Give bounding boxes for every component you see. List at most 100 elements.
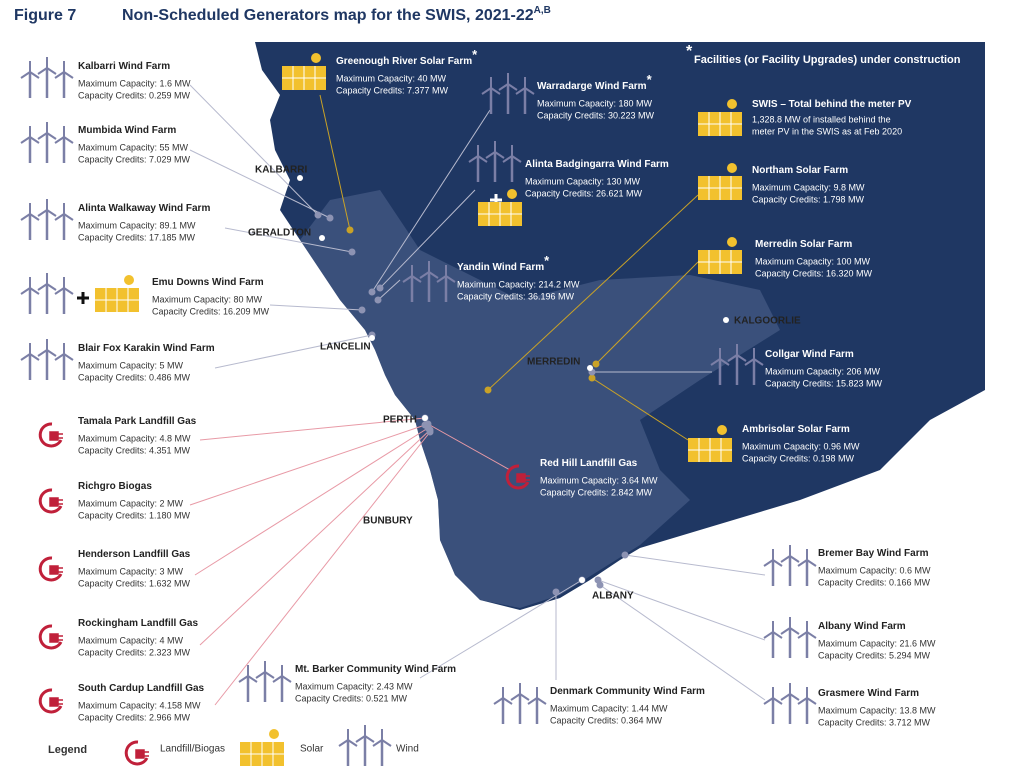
facility-name: Grasmere Wind Farm [818,688,919,699]
turbine-blade [37,209,48,217]
facility-detail: Capacity Credits: 17.185 MW [78,232,196,242]
turbine-blade [797,631,808,639]
landfill-icon [38,488,63,514]
leader-line [319,94,351,231]
facility-detail: Maximum Capacity: 130 MW [525,176,641,186]
turbine-blade [54,287,65,295]
town-label: LANCELIN [320,342,371,353]
sun [727,163,737,173]
turbine-blade [338,739,349,747]
facility-detail: Capacity Credits: 5.294 MW [818,650,931,660]
facility-name-text: Mt. Barker Community Wind Farm [295,664,456,675]
turbine-blade [364,735,375,743]
landfill-plug [49,431,63,441]
turbine-blade [372,739,383,747]
facility-name: SWIS – Total behind the meter PV [752,99,912,110]
facility-detail: Capacity Credits: 1.180 MW [78,510,191,520]
facility-detail: 1,328.8 MW of installed behind the [752,114,891,124]
facility-name-text: Emu Downs Wind Farm [152,277,264,288]
turbine-blade [744,358,755,366]
turbine-blade [264,671,275,679]
site-dot [348,248,356,256]
leader-line [194,427,429,576]
site-dot [368,288,376,296]
facility-detail: Maximum Capacity: 55 MW [78,142,189,152]
turbine-blade [780,555,791,563]
sun [311,53,321,63]
turbine-blade [780,693,791,701]
facility-detail: Maximum Capacity: 206 MW [765,366,881,376]
facility-detail: Capacity Credits: 0.166 MW [818,577,931,587]
note-text: Facilities (or Facility Upgrades) under … [694,54,961,66]
facility-name-text: South Cardup Landfill Gas [78,683,205,694]
leader-line [224,227,353,253]
facility-name-text: Denmark Community Wind Farm [550,686,705,697]
turbine-blade [527,697,538,705]
turbine-blade [238,675,249,683]
facility-detail: Capacity Credits: 26.621 MW [525,188,643,198]
facility-detail: Maximum Capacity: 4.158 MW [78,700,201,710]
leader-line [371,109,491,293]
turbine-blade [468,155,479,163]
facility-detail: Maximum Capacity: 1.44 MW [550,703,668,713]
facility-name-text: Kalbarri Wind Farm [78,61,170,72]
wind-icon [20,57,74,98]
site-dot [594,576,602,584]
site-dot [314,211,322,219]
wind-icon [238,661,292,702]
facility-name: Merredin Solar Farm [755,239,852,250]
turbine-blade [29,353,40,361]
wind-icon [20,122,74,163]
facility-detail: Maximum Capacity: 21.6 MW [818,638,936,648]
facility-name-text: Alinta Walkaway Wind Farm [78,203,210,214]
facility-detail: Maximum Capacity: 4.8 MW [78,433,191,443]
turbine-blade [63,136,74,144]
land [255,42,985,610]
turbine-blade [445,275,456,283]
turbine-blade [46,349,57,357]
town-dot [587,365,593,371]
turbine-blade [37,283,48,291]
site-dot [621,551,629,559]
turbine-blade [419,271,430,279]
town-label: KALGOORLIE [734,316,801,327]
town-dot [369,335,375,341]
town-label: GERALDTON [248,228,311,239]
leader-line [189,84,319,216]
site-dot [484,386,492,394]
turbine-blade [54,353,65,361]
facility-detail: Capacity Credits: 1.632 MW [78,578,191,588]
turbine-blade [511,155,522,163]
site-dot [424,420,432,428]
turbine-blade [63,353,74,361]
town-dot [579,577,585,583]
facility-detail: Maximum Capacity: 5 MW [78,360,184,370]
turbine-blade [727,354,738,362]
wind-icon [481,73,535,114]
turbine-blade [46,132,57,140]
turbine-blade [806,697,817,705]
landfill-icon [38,624,63,650]
facility-name-text: Merredin Solar Farm [755,239,852,250]
facility-name: Northam Solar Farm [752,165,848,176]
turbine-blade [63,213,74,221]
legend-label: Wind [396,744,419,755]
turbine-blade [515,87,526,95]
turbine-blade [63,287,74,295]
leader-line [599,584,766,701]
facility-name: South Cardup Landfill Gas [78,683,205,694]
facility-detail: Capacity Credits: 0.521 MW [295,693,408,703]
turbine-blade [797,697,808,705]
facility-name: Alinta Walkaway Wind Farm [78,203,210,214]
solar-icon [240,729,284,766]
wind-icon [763,545,817,586]
landfill-icon [505,464,530,490]
turbine-blade [37,349,48,357]
facility-name-text: Northam Solar Farm [752,165,848,176]
wind-icon [338,725,392,766]
facility-detail: Capacity Credits: 0.486 MW [78,372,191,382]
wind-icon [20,339,74,380]
facility-name: Warradarge Wind Farm* [537,72,653,91]
town-label: PERTH [383,415,417,426]
